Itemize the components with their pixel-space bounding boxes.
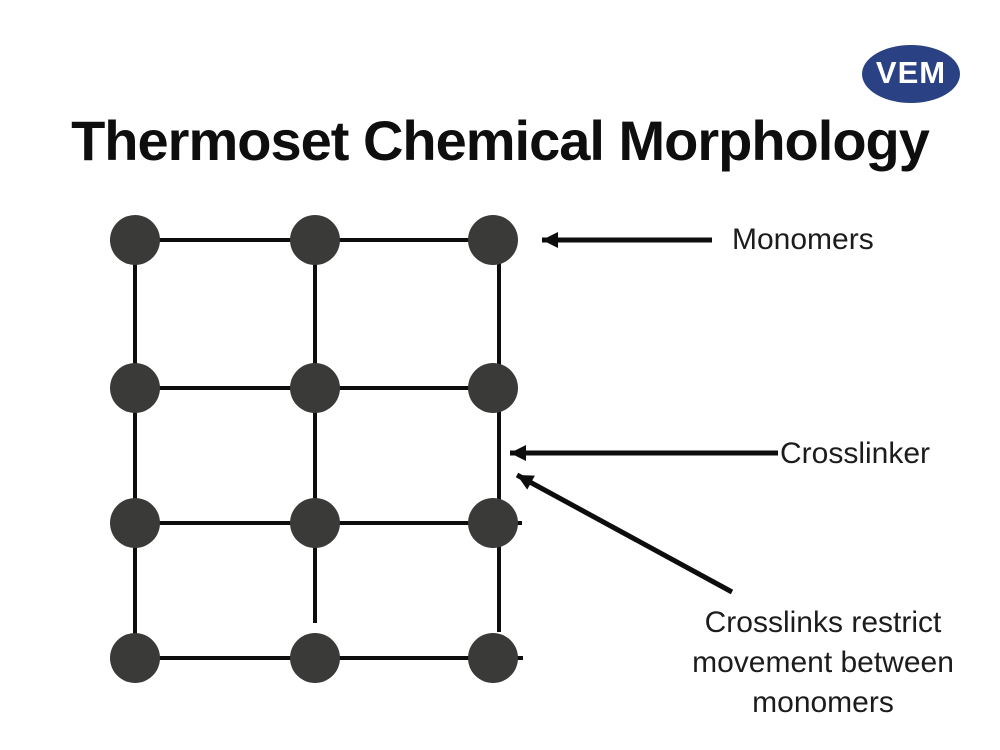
crosslinks-note-line: monomers	[752, 686, 894, 719]
bond-lines	[110, 237, 523, 660]
monomer-node	[468, 498, 518, 548]
page-title: Thermoset Chemical Morphology	[71, 109, 930, 172]
monomer-node	[110, 363, 160, 413]
crosslinks-note: Crosslinks restrict movement between mon…	[663, 603, 983, 723]
monomer-node	[290, 363, 340, 413]
crosslinks-note-line: movement between	[692, 646, 954, 679]
monomers-label: Monomers	[732, 223, 874, 256]
annotation-arrows	[510, 232, 778, 595]
crosslinker-label: Crosslinker	[780, 437, 931, 470]
crosslinks-note-line: Crosslinks restrict	[704, 606, 942, 639]
monomer-node	[110, 215, 160, 265]
monomer-node	[468, 633, 518, 683]
monomer-node	[290, 215, 340, 265]
monomer-node	[110, 498, 160, 548]
monomer-node	[290, 633, 340, 683]
monomer-node	[468, 363, 518, 413]
monomer-node	[290, 498, 340, 548]
vem-logo: VEM	[862, 45, 960, 103]
monomer-node	[468, 215, 518, 265]
monomer-nodes	[110, 215, 518, 683]
monomer-node	[110, 633, 160, 683]
vem-logo-text: VEM	[875, 55, 947, 90]
arrow-line	[515, 472, 734, 595]
